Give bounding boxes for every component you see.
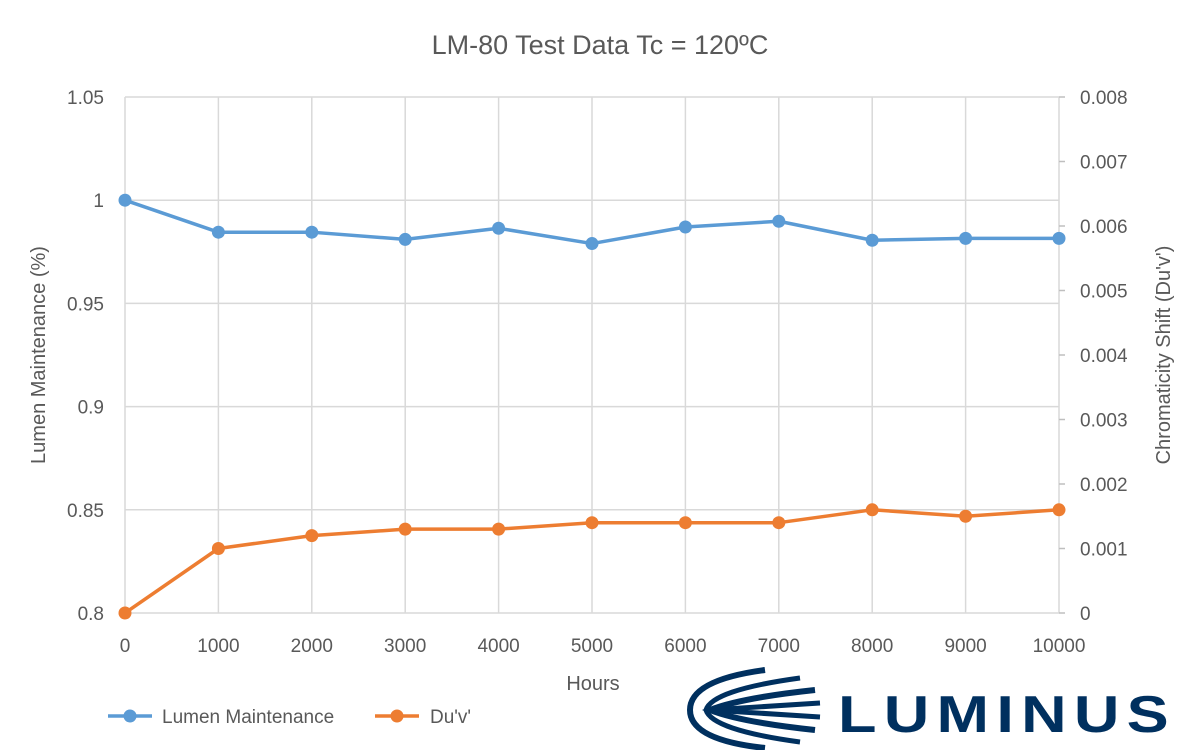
legend-label-duv: Du'v' bbox=[430, 707, 471, 728]
luminus-logo: LUMINUS bbox=[686, 667, 1176, 751]
y2-tick-label: 0.006 bbox=[1080, 217, 1128, 238]
x-tick-label: 4000 bbox=[477, 636, 519, 657]
data-point-0-3 bbox=[398, 232, 412, 246]
x-tick-label: 1000 bbox=[197, 636, 239, 657]
logo-swoosh-icon bbox=[686, 667, 821, 751]
data-point-0-0 bbox=[118, 193, 132, 207]
data-point-0-2 bbox=[305, 225, 319, 239]
data-point-1-4 bbox=[492, 522, 506, 536]
y2-tick-label: 0.007 bbox=[1080, 153, 1128, 174]
data-point-1-6 bbox=[678, 516, 692, 530]
data-point-0-1 bbox=[211, 225, 225, 239]
y2-axis-label: Chromaticity Shift (Du'v') bbox=[1153, 246, 1175, 465]
x-tick-label: 6000 bbox=[664, 636, 706, 657]
y2-tick-label: 0.005 bbox=[1080, 282, 1128, 303]
y2-tick-label: 0 bbox=[1080, 604, 1091, 625]
y2-tick-label: 0.003 bbox=[1080, 411, 1128, 432]
data-point-0-6 bbox=[678, 220, 692, 234]
y-tick-label: 0.95 bbox=[67, 294, 104, 315]
legend-item-duv: Du'v' bbox=[375, 707, 471, 728]
data-point-0-10 bbox=[1052, 231, 1066, 245]
data-point-1-0 bbox=[118, 606, 132, 620]
data-point-0-8 bbox=[865, 233, 879, 247]
x-tick-label: 0 bbox=[120, 636, 131, 657]
y2-tick-label: 0.004 bbox=[1080, 346, 1128, 367]
x-tick-label: 3000 bbox=[384, 636, 426, 657]
y2-tick-label: 0.008 bbox=[1080, 88, 1128, 109]
x-tick-label: 5000 bbox=[571, 636, 613, 657]
x-axis-label: Hours bbox=[566, 673, 619, 695]
x-tick-label: 8000 bbox=[851, 636, 893, 657]
data-point-1-3 bbox=[398, 522, 412, 536]
data-point-0-9 bbox=[959, 231, 973, 245]
x-tick-label: 9000 bbox=[944, 636, 986, 657]
y2-tick-label: 0.002 bbox=[1080, 475, 1128, 496]
y-tick-label: 1.05 bbox=[67, 88, 104, 109]
legend-marker-lumen bbox=[123, 709, 137, 723]
y-tick-label: 0.85 bbox=[67, 501, 104, 522]
data-point-1-10 bbox=[1052, 503, 1066, 517]
logo-text: LUMINUS bbox=[838, 686, 1176, 744]
data-point-0-5 bbox=[585, 237, 599, 251]
data-point-1-1 bbox=[211, 542, 225, 555]
legend-marker-duv bbox=[390, 709, 404, 723]
data-point-1-8 bbox=[865, 503, 879, 517]
data-point-1-2 bbox=[305, 529, 319, 543]
data-point-1-9 bbox=[959, 509, 973, 523]
data-point-1-7 bbox=[772, 516, 786, 530]
y-tick-label: 1 bbox=[93, 191, 104, 212]
legend-item-lumen-maintenance: Lumen Maintenance bbox=[108, 707, 334, 728]
chart-title: LM-80 Test Data Tc = 120ºC bbox=[432, 30, 769, 60]
x-tick-label: 10000 bbox=[1033, 636, 1086, 657]
x-tick-label: 2000 bbox=[291, 636, 333, 657]
y-tick-label: 0.9 bbox=[78, 398, 104, 419]
data-point-0-7 bbox=[772, 214, 786, 228]
y-tick-label: 0.8 bbox=[78, 604, 104, 625]
y2-tick-label: 0.001 bbox=[1080, 540, 1128, 561]
x-tick-label: 7000 bbox=[758, 636, 800, 657]
data-point-0-4 bbox=[492, 221, 506, 235]
legend: Lumen Maintenance Du'v' bbox=[108, 707, 471, 728]
y-axis-label: Lumen Maintenance (%) bbox=[28, 246, 50, 464]
legend-label-lumen: Lumen Maintenance bbox=[162, 707, 334, 728]
data-point-1-5 bbox=[585, 516, 599, 530]
